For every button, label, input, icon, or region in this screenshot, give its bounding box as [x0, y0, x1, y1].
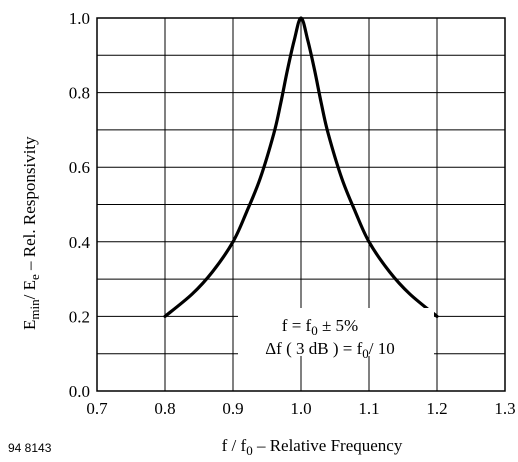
annotation-box	[238, 308, 434, 356]
annotation-tolerance: f = f0 ± 5%	[282, 316, 358, 338]
x-tick-label: 1.0	[290, 399, 311, 418]
y-axis-label: Emin/ Ee – Rel. Responsivity	[20, 136, 42, 330]
x-tick-label: 0.9	[222, 399, 243, 418]
plot-frame	[96, 17, 506, 392]
y-tick-label: 0.0	[69, 382, 90, 401]
y-tick-label: 0.8	[69, 84, 90, 103]
x-tick-labels: 0.7 0.8 0.9 1.0 1.1 1.2 1.3	[86, 399, 515, 418]
y-tick-label: 0.2	[69, 307, 90, 326]
y-tick-labels: 0.0 0.2 0.4 0.6 0.8 1.0	[69, 9, 91, 401]
x-tick-label: 1.1	[358, 399, 379, 418]
annotation-bandwidth: Δf ( 3 dB ) = f0/ 10	[265, 339, 395, 361]
y-tick-label: 0.4	[69, 233, 91, 252]
x-tick-label: 1.3	[494, 399, 515, 418]
y-tick-label: 1.0	[69, 9, 90, 28]
y-tick-label: 0.6	[69, 158, 90, 177]
x-tick-label: 1.2	[426, 399, 447, 418]
x-tick-label: 0.7	[86, 399, 108, 418]
figure-code: 94 8143	[8, 441, 52, 455]
x-tick-label: 0.8	[154, 399, 175, 418]
x-axis-label: f / f0 – Relative Frequency	[222, 436, 403, 458]
